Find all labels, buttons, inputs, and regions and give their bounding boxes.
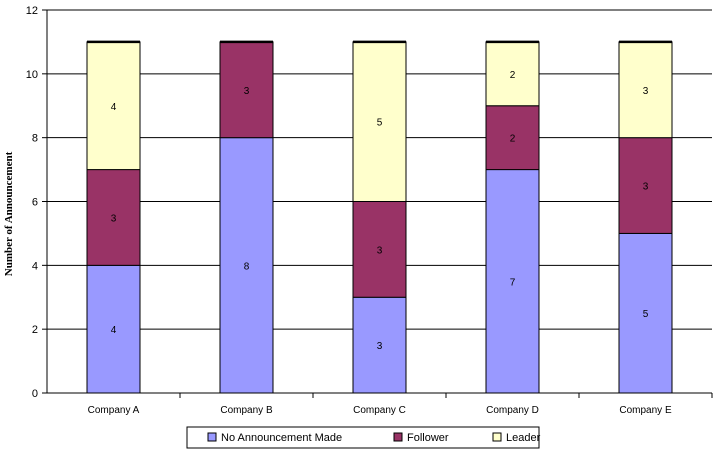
legend-swatch [207,432,217,442]
y-tick-label: 4 [32,260,38,272]
y-axis-title: Number of Announcement [3,151,15,276]
x-tick-label: Company E [619,405,672,416]
bar-segment [618,232,673,394]
bar-segment [86,41,141,171]
data-label: 7 [510,277,516,288]
data-label: 2 [510,70,516,81]
data-label: 3 [643,86,649,97]
data-label: 8 [244,261,250,272]
x-tick-label: Company D [486,405,539,416]
data-label: 4 [111,325,117,336]
bar-segment [618,137,673,234]
y-tick-label: 0 [32,388,38,400]
y-tick-label: 2 [32,324,38,336]
bar-segment [485,169,540,394]
legend-label: Leader [506,432,541,444]
legend-swatch [393,432,403,442]
bar-segment [86,169,141,266]
data-label: 4 [111,102,117,113]
legend-swatch [492,432,502,442]
bar-segment [219,137,274,394]
legend-label: No Announcement Made [221,432,342,444]
data-label: 3 [111,213,117,224]
y-tick-label: 12 [26,5,38,17]
data-label: 3 [377,245,383,256]
bars: 4 3 4 8 3 3 3 5 7 2 2 5 3 3 [86,40,673,394]
bar-segment [485,105,540,171]
x-tick-label: Company C [353,405,406,416]
x-tick-label: Company A [88,405,140,416]
bar-segment [352,41,407,202]
data-label: 5 [377,118,383,129]
data-label: 3 [377,341,383,352]
x-tick-label: Company B [220,405,273,416]
axes: 0 2 4 6 8 10 12 Company A Company B Company C Comp… [26,5,713,416]
bar-segment [219,41,274,139]
y-tick-label: 8 [32,133,38,145]
y-tick-label: 6 [32,197,38,209]
data-label: 3 [643,182,649,193]
legend: No Announcement Made Follower Leader [186,426,541,449]
data-label: 2 [510,134,516,145]
data-label: 5 [643,309,649,320]
legend-label: Follower [407,432,449,444]
legend-box [186,426,540,449]
data-label: 3 [244,86,250,97]
y-tick-label: 10 [26,69,38,81]
